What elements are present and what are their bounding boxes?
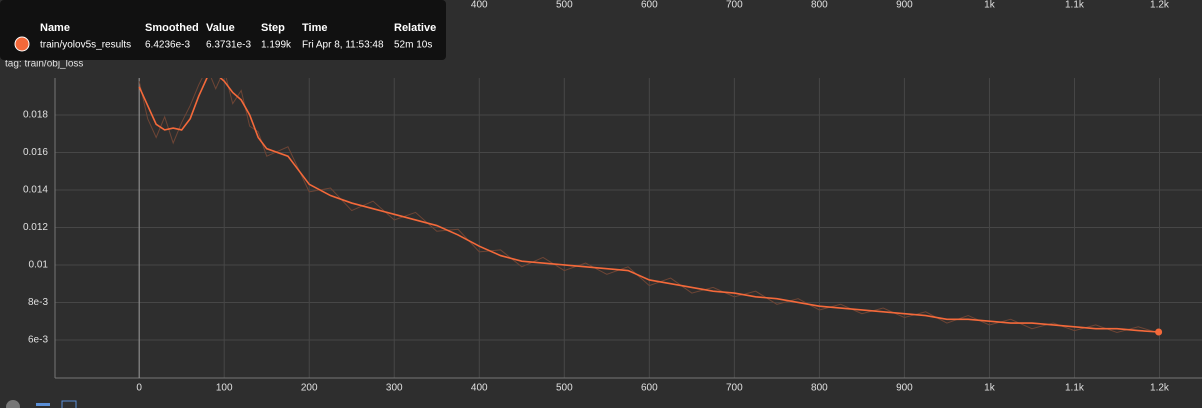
y-tick-label: 0.012: [23, 222, 48, 233]
x-tick-label: 1.1k: [1065, 383, 1085, 394]
x-tick-label: 0: [136, 383, 142, 394]
tooltip-header: Relative: [394, 22, 436, 34]
tooltip-cell: 1.199k: [261, 40, 292, 51]
tooltip-header: Value: [206, 22, 235, 34]
x-tick-label: 400: [471, 383, 488, 394]
x-tick-label-top: 1.2k: [1150, 0, 1170, 11]
tooltip-cell: 6.3731e-3: [206, 40, 251, 51]
tooltip-cell: 52m 10s: [394, 40, 432, 51]
chart-tag: tag: train/obj_loss: [5, 59, 83, 70]
x-tick-label: 900: [896, 383, 913, 394]
x-tick-label: 800: [811, 383, 828, 394]
x-tick-label-top: 1k: [984, 0, 996, 11]
x-tick-label-top: 700: [726, 0, 743, 11]
tooltip-cell: train/yolov5s_results: [40, 40, 131, 51]
x-tick-label: 1.2k: [1150, 383, 1170, 394]
x-tick-label-top: 400: [471, 0, 488, 11]
x-tick-label: 100: [216, 383, 233, 394]
icon[interactable]: [61, 400, 77, 408]
y-tick-label: 0.014: [23, 185, 48, 196]
tooltip-header: Smoothed: [145, 22, 199, 34]
y-tick-label: 0.01: [29, 260, 49, 271]
x-tick-label: 700: [726, 383, 743, 394]
x-tick-label: 200: [301, 383, 318, 394]
icon[interactable]: [6, 400, 20, 408]
x-tick-label-top: 1.1k: [1065, 0, 1085, 11]
tooltip-header: Step: [261, 22, 285, 34]
y-tick-label: 6e-3: [28, 335, 48, 346]
y-tick-label: 0.016: [23, 147, 48, 158]
tooltip-swatch: [14, 36, 30, 52]
tooltip-header: Time: [302, 22, 327, 34]
x-tick-label: 500: [556, 383, 573, 394]
tooltip-cell: 6.4236e-3: [145, 40, 190, 51]
icon[interactable]: [36, 403, 50, 406]
x-tick-label: 1k: [984, 383, 996, 394]
x-tick-label-top: 600: [641, 0, 658, 11]
tooltip: [0, 0, 446, 60]
tooltip-header: Name: [40, 22, 70, 34]
tooltip-table: Name Smoothed Value Step Time Relative train/y…: [40, 22, 436, 51]
tooltip-cell: Fri Apr 8, 11:53:48: [302, 40, 384, 51]
smoothed-line: [138, 78, 1159, 333]
x-tick-label-top: 500: [556, 0, 573, 11]
x-tick-label: 300: [386, 383, 403, 394]
y-tick-label: 8e-3: [28, 297, 48, 308]
x-tick-label: 600: [641, 383, 658, 394]
x-tick-label-top: 900: [896, 0, 913, 11]
end-point: [1155, 328, 1163, 336]
y-tick-label: 0.018: [23, 110, 48, 121]
x-tick-label-top: 800: [811, 0, 828, 11]
